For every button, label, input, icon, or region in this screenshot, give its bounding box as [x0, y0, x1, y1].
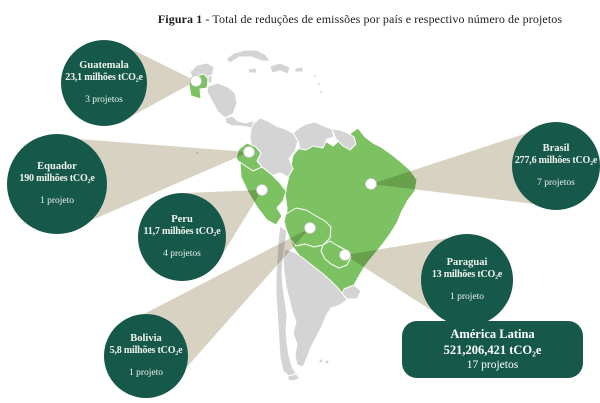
- bubble-country-name: Paraguai: [446, 256, 488, 268]
- bubble-country-name: Brasil: [542, 142, 570, 154]
- total-summary-box: América Latina 521,206,421 tCO₂e 17 proj…: [402, 321, 583, 378]
- bubble-country-name: Equador: [37, 160, 77, 172]
- project-marker-bolivia: [304, 222, 316, 234]
- bubble-peru: Peru 11,7 milhões tCO₂e 4 projetos: [138, 193, 226, 281]
- map-island-antilles-1: [313, 74, 317, 78]
- bubble-project-count: 1 projeto: [449, 292, 485, 303]
- callout-beam-equador: [78, 139, 249, 220]
- bubble-guatemala: Guatemala 23,1 milhões tCO₂e 3 projetos: [61, 40, 147, 126]
- callout-beam-brasil: [371, 133, 534, 204]
- project-marker-brasil: [365, 178, 377, 190]
- bubble-value: 277,6 milhões tCO₂e: [514, 154, 598, 166]
- bubble-project-count: 3 projetos: [85, 95, 123, 106]
- bubble-country-name: Peru: [171, 213, 193, 225]
- map-island-falkland-2: [324, 359, 330, 365]
- map-country-venezuela: [292, 121, 335, 151]
- bubble-value: 5,8 milhões tCO₂e: [109, 344, 183, 356]
- bubble-project-count: 1 projeto: [128, 368, 164, 379]
- bubble-paraguai: Paraguai 13 milhões tCO₂e 1 projeto: [421, 234, 513, 326]
- map-country-jamaica: [247, 67, 258, 74]
- map-country-paraguai: [320, 240, 352, 269]
- map-country-argentina: [282, 248, 348, 368]
- bubble-project-count: 4 projetos: [163, 249, 201, 260]
- bubble-value: 23,1 milhões tCO₂e: [65, 71, 143, 83]
- project-marker-peru: [256, 184, 268, 196]
- project-marker-guatemala: [190, 75, 202, 87]
- bubble-bolivia: Bolivia 5,8 milhões tCO₂e 1 projeto: [104, 314, 188, 398]
- bubble-value: 11,7 milhões tCO₂e: [143, 225, 221, 237]
- figure-title: Figura 1 - Total de reduções de emissões…: [120, 12, 600, 27]
- bubble-country-name: Guatemala: [79, 59, 129, 71]
- map-country-chile: [275, 225, 297, 378]
- bubble-equador: Equador 190 milhões tCO₂e 1 projeto: [7, 134, 107, 234]
- map-country-guianas: [331, 128, 357, 151]
- map-island-antilles-3: [319, 90, 323, 94]
- map-country-hispaniola: [269, 62, 291, 75]
- figure-caption: - Total de reduções de emissões por país…: [202, 12, 563, 26]
- total-project-count: 17 projetos: [466, 359, 519, 372]
- callout-beam-bolivia: [144, 228, 310, 368]
- bubble-project-count: 7 projetos: [537, 178, 575, 189]
- map-country-cuba: [225, 49, 271, 64]
- project-markers: [190, 75, 377, 261]
- map-island-antilles-2: [317, 82, 321, 86]
- total-region-name: América Latina: [450, 326, 535, 341]
- callout-beam-guatemala: [127, 47, 196, 117]
- map-country-honduras-nicaragua: [206, 82, 238, 119]
- bubble-brasil: Brasil 277,6 milhões tCO₂e 7 projetos: [512, 122, 600, 210]
- bubble-country-name: Bolivia: [130, 332, 162, 344]
- bubble-value: 13 milhões tCO₂e: [431, 268, 503, 280]
- map-island-tierra-del-fuego: [287, 373, 301, 382]
- figure-label: Figura 1: [157, 12, 203, 26]
- total-value: 521,206,421 tCO₂e: [443, 343, 542, 358]
- bubble-project-count: 1 projeto: [39, 196, 75, 207]
- map-country-belize: [207, 74, 213, 84]
- bubble-value: 190 milhões tCO₂e: [19, 172, 95, 184]
- map-island-falkland-1: [318, 358, 324, 364]
- project-marker-equador: [243, 146, 255, 158]
- project-marker-paraguai: [339, 249, 351, 261]
- map-country-puertorico: [294, 66, 304, 73]
